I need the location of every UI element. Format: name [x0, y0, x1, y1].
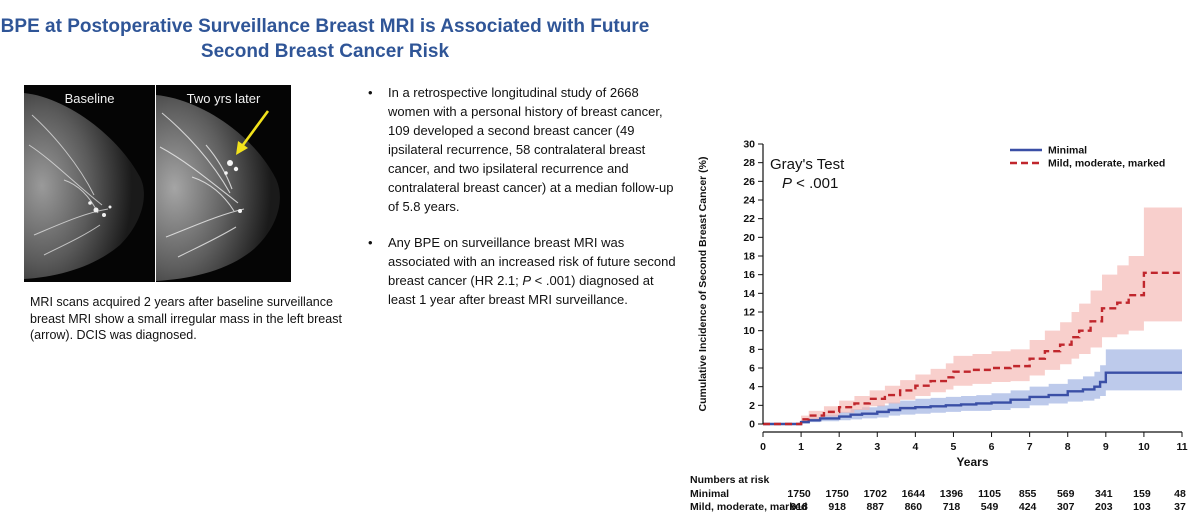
slide-title-line-1: BPE at Postoperative Surveillance Breast…	[0, 16, 650, 37]
numbers-at-risk-value: 1644	[902, 488, 926, 500]
x-tick-label: 6	[989, 441, 995, 453]
numbers-at-risk-value: 1396	[940, 488, 964, 500]
image-caption: MRI scans acquired 2 years after baselin…	[30, 295, 342, 342]
x-tick-label: 1	[798, 441, 804, 453]
y-tick-label: 12	[743, 307, 755, 319]
numbers-at-risk-value: 549	[981, 501, 999, 513]
annotation-p-value: P < .001	[782, 175, 838, 192]
x-tick-label: 8	[1065, 441, 1071, 453]
arrow-shaft	[238, 110, 270, 150]
breast-mri-followup-graphic	[156, 95, 280, 281]
numbers-at-risk-value: 424	[1019, 501, 1037, 513]
mri-two-years-image: Two yrs later	[156, 85, 291, 282]
y-tick-label: 26	[743, 176, 755, 188]
numbers-at-risk-value: 855	[1019, 488, 1037, 500]
bullet-text-part: < .001) diagnosed at least 1 year after …	[388, 273, 654, 307]
arrow-head	[236, 141, 248, 155]
x-tick-label: 11	[1176, 441, 1187, 453]
y-tick-label: 4	[749, 381, 755, 393]
x-tick-label: 10	[1138, 441, 1150, 453]
bullet-marker: •	[368, 85, 373, 100]
bullet-text: In a retrospective longitudinal study of…	[388, 85, 674, 214]
numbers-at-risk-value: 1702	[864, 488, 888, 500]
numbers-at-risk-value: 887	[867, 501, 885, 513]
legend-label-1: Mild, moderate, marked	[1048, 158, 1165, 170]
numbers-at-risk-value: 37	[1174, 501, 1186, 513]
x-tick-label: 4	[912, 441, 918, 453]
x-tick-label: 0	[760, 441, 766, 453]
numbers-at-risk-value: 48	[1174, 488, 1186, 500]
y-tick-label: 8	[749, 344, 755, 356]
numbers-at-risk-value: 1750	[787, 488, 811, 500]
y-tick-label: 10	[743, 325, 755, 337]
mri-baseline-label: Baseline	[64, 91, 115, 106]
numbers-at-risk-value: 307	[1057, 501, 1075, 513]
bullet-text: Any BPE on surveillance breast MRI was a…	[388, 235, 676, 307]
series-line-1	[763, 271, 1182, 426]
mri-two-years-label: Two yrs later	[186, 91, 261, 106]
y-tick-label: 18	[743, 251, 755, 263]
x-tick-label: 3	[874, 441, 880, 453]
p-italic: P	[782, 175, 792, 192]
numbers-at-risk-value: 918	[828, 501, 846, 513]
y-axis-label: Cumulative Incidence of Second Breast Ca…	[697, 157, 709, 412]
y-tick-label: 16	[743, 269, 755, 281]
p-value-italic: P	[522, 273, 532, 288]
x-tick-label: 9	[1103, 441, 1109, 453]
y-tick-label: 0	[749, 419, 755, 431]
numbers-at-risk-value: 569	[1057, 488, 1075, 500]
x-tick-label: 7	[1027, 441, 1033, 453]
x-tick-label: 2	[836, 441, 842, 453]
y-tick-label: 20	[743, 232, 755, 244]
y-tick-label: 30	[743, 139, 755, 151]
numbers-at-risk-value: 341	[1095, 488, 1113, 500]
bullet-list: • In a retrospective longitudinal study …	[368, 83, 680, 309]
numbers-at-risk-title: Numbers at risk	[690, 474, 770, 486]
x-tick-label: 5	[951, 441, 957, 453]
y-tick-label: 28	[743, 157, 755, 169]
numbers-at-risk-value: 103	[1133, 501, 1151, 513]
breast-mri-baseline-graphic	[24, 93, 144, 279]
numbers-at-risk-value: 203	[1095, 501, 1113, 513]
numbers-at-risk-row-label: Minimal	[690, 488, 729, 500]
y-tick-label: 6	[749, 363, 755, 375]
legend-label-0: Minimal	[1048, 145, 1087, 157]
bullet-marker: •	[368, 235, 373, 250]
annotation-test-name: Gray's Test	[770, 156, 845, 173]
y-tick-label: 14	[743, 288, 755, 300]
numbers-at-risk-value: 860	[905, 501, 923, 513]
numbers-at-risk-value: 159	[1133, 488, 1151, 500]
slide-title: BPE at Postoperative Surveillance Breast…	[0, 14, 650, 64]
x-axis-label: Years	[956, 455, 988, 469]
y-tick-label: 2	[749, 400, 755, 412]
bullet-item-bpe: • Any BPE on surveillance breast MRI was…	[368, 233, 680, 309]
numbers-at-risk-value: 918	[790, 501, 808, 513]
series-line-0	[763, 371, 1182, 426]
confidence-band-1	[763, 207, 1182, 424]
y-tick-label: 24	[743, 195, 755, 207]
numbers-at-risk-value: 1105	[978, 488, 1001, 500]
mri-baseline-image: Baseline	[24, 85, 155, 282]
numbers-at-risk-row-label: Mild, moderate, marked	[690, 501, 807, 513]
numbers-at-risk-value: 1750	[826, 488, 850, 500]
bullet-item-study: • In a retrospective longitudinal study …	[368, 83, 680, 216]
numbers-at-risk-value: 718	[943, 501, 961, 513]
y-tick-label: 22	[743, 213, 755, 225]
slide-title-line-2: Second Breast Cancer Risk	[200, 41, 450, 62]
p-rest: < .001	[792, 175, 838, 192]
bullet-text-part: Any BPE on surveillance breast MRI was a…	[388, 235, 676, 288]
